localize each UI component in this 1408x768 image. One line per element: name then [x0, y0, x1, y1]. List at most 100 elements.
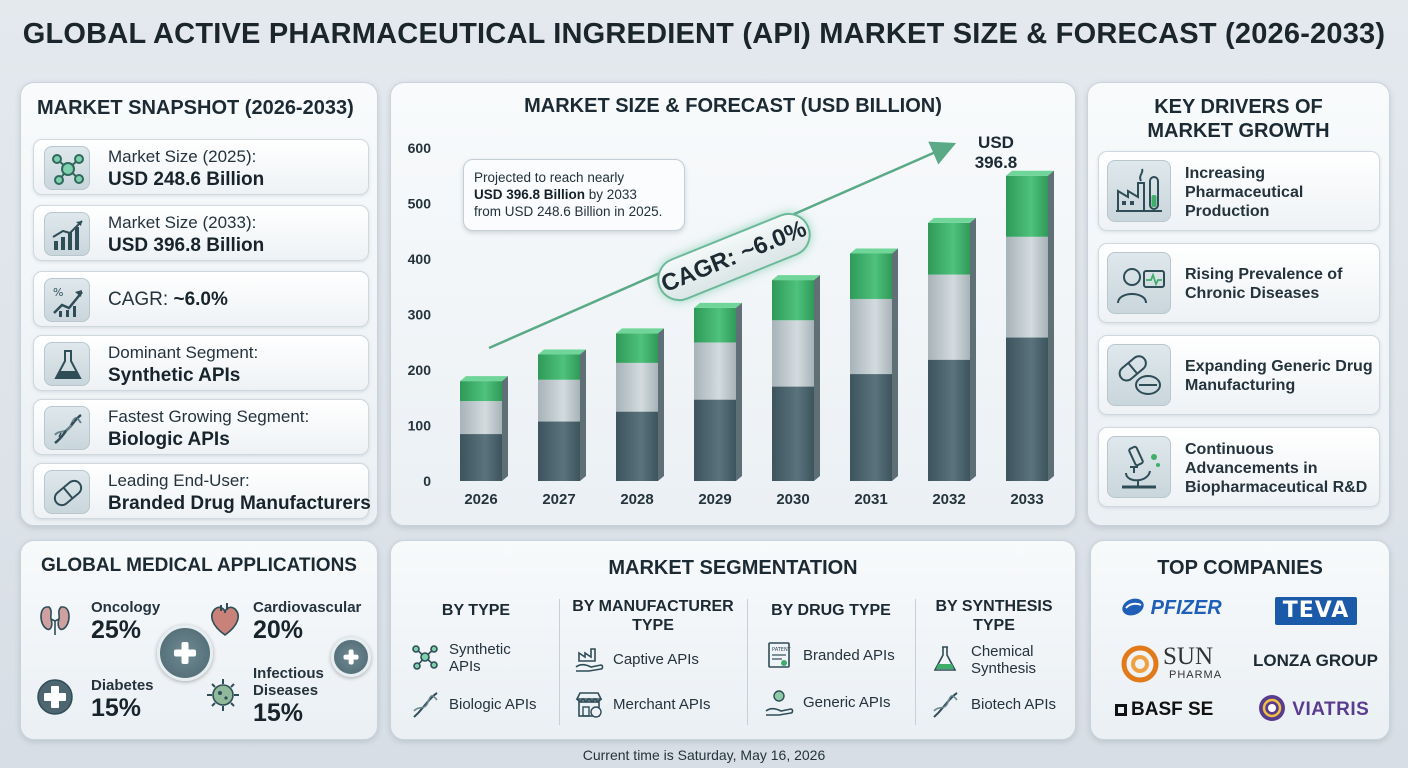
- bar-cap: [1006, 170, 1054, 176]
- driver-label: Increasing Pharmaceutical Production: [1185, 164, 1304, 220]
- teva-logo: TEVA: [1275, 597, 1357, 625]
- x-tick-label: 2028: [620, 491, 653, 508]
- percent-trend-icon: %: [44, 278, 90, 322]
- y-tick-label: 200: [408, 362, 432, 378]
- svg-text:PATENT: PATENT: [772, 647, 792, 653]
- callout-line-3: from USD 248.6 Billion in 2025.: [474, 204, 663, 219]
- y-tick-label: 300: [408, 307, 432, 323]
- bar-side: [814, 275, 820, 481]
- capsule-icon: [44, 470, 90, 514]
- bar-side: [658, 328, 664, 481]
- key-drivers-panel: KEY DRIVERS OF MARKET GROWTH Increasing …: [1087, 82, 1390, 526]
- bar-side: [892, 248, 898, 481]
- storefront-icon: [573, 689, 605, 721]
- bar-cap: [850, 248, 898, 254]
- segment-item: Captive APIs: [613, 651, 699, 668]
- x-tick-label: 2032: [932, 491, 965, 508]
- bar-segment-top: [928, 222, 970, 275]
- snapshot-value: USD 248.6 Billion: [108, 169, 265, 190]
- chart-title: MARKET SIZE & FORECAST (USD BILLION): [524, 95, 942, 117]
- lonza-logo: LONZA GROUP: [1253, 651, 1378, 670]
- flask-icon: [44, 342, 90, 386]
- snapshot-value: Branded Drug Manufacturers: [108, 493, 371, 514]
- snapshot-label: Dominant Segment:: [108, 343, 259, 362]
- bar-side: [970, 217, 976, 482]
- forecast-callout: Projected to reach nearly USD 396.8 Bill…: [463, 159, 685, 231]
- market-forecast-chart-panel: 0 100 200 300 400 500 600 2026 2027 2028 2029 2030 2…: [390, 82, 1076, 526]
- segment-column-type: BY TYPE Synthetic APIs Biologic APIs: [401, 597, 551, 727]
- snapshot-card-fastest-segment: Fastest Growing Segment: Biologic APIs: [33, 399, 369, 455]
- medical-applications-panel: GLOBAL MEDICAL APPLICATIONS Oncology 25%…: [20, 540, 378, 740]
- snapshot-label: Leading End-User:: [108, 471, 250, 490]
- companies-title: TOP COMPANIES: [1157, 557, 1323, 579]
- bar-cap: [694, 302, 742, 308]
- snapshot-value: Biologic APIs: [108, 429, 230, 450]
- bar-segment-bottom: [616, 411, 658, 481]
- segment-item: Chemical Synthesis: [971, 643, 1037, 677]
- snapshot-title: MARKET SNAPSHOT (2026-2033): [37, 97, 354, 119]
- segment-heading: BY TYPE: [441, 602, 511, 619]
- driver-label: Expanding Generic Drug Manufacturing: [1185, 358, 1373, 394]
- market-snapshot-panel: MARKET SNAPSHOT (2026-2033) Market Size …: [20, 82, 378, 526]
- snapshot-card-cagr: % CAGR: ~6.0%: [33, 271, 369, 327]
- driver-card: Increasing Pharmaceutical Production: [1098, 151, 1380, 231]
- application-infectious-diseases: Infectious Diseases 15%: [253, 665, 324, 727]
- bar-segment-middle: [694, 342, 736, 400]
- bar-segment-top: [538, 354, 580, 380]
- plus-icon: [157, 625, 213, 681]
- flask-icon: [929, 643, 961, 675]
- segment-heading: BY DRUG TYPE: [771, 602, 891, 619]
- bar-segment-bottom: [460, 434, 502, 481]
- bar-segment-middle: [772, 320, 814, 387]
- callout-line-2: USD 396.8 Billion by 2033: [474, 187, 637, 202]
- segment-column-drug-type: BY DRUG TYPE PATENT Branded APIs Generic…: [751, 597, 911, 727]
- page-title: GLOBAL ACTIVE PHARMACEUTICAL INGREDIENT …: [22, 18, 1386, 50]
- basf-mark-icon: [1115, 704, 1127, 716]
- y-tick-label: 100: [408, 418, 432, 434]
- snapshot-card-market-size-2033: Market Size (2033): USD 396.8 Billion: [33, 205, 369, 261]
- svg-text:%: %: [53, 286, 63, 299]
- application-oncology: Oncology 25%: [91, 599, 161, 644]
- application-diabetes: Diabetes 15%: [91, 677, 154, 722]
- bar-segment-top: [460, 381, 502, 402]
- bar-segment-top: [1006, 175, 1048, 237]
- microscope-icon: [1107, 436, 1171, 498]
- snapshot-label: Market Size (2033):: [108, 213, 257, 232]
- top-companies-panel: TOP COMPANIES PFIZER TEVA SUN PHARMA LON…: [1090, 540, 1390, 740]
- viatris-mark-icon: [1259, 695, 1285, 721]
- growth-chart-icon: [44, 212, 90, 256]
- patent-document-icon: PATENT: [763, 639, 795, 671]
- pills-icon: [1107, 344, 1171, 406]
- driver-card: Rising Prevalence of Chronic Diseases: [1098, 243, 1380, 323]
- viatris-logo: VIATRIS: [1257, 693, 1369, 723]
- snapshot-value: USD 396.8 Billion: [108, 235, 265, 256]
- factory-hand-icon: [573, 643, 605, 675]
- kidney-icon: [35, 599, 75, 639]
- molecule-icon: [409, 641, 441, 673]
- segment-column-manufacturer: BY MANUFACTURER TYPE Captive APIs Merchan…: [563, 597, 743, 727]
- bar-side: [580, 349, 586, 481]
- x-tick-label: 2029: [698, 491, 731, 508]
- pfizer-mark-icon: [1122, 598, 1144, 616]
- segment-item: Generic APIs: [803, 694, 891, 711]
- bar-segment-bottom: [538, 421, 580, 481]
- bar-segment-bottom: [928, 359, 970, 481]
- snapshot-label: Fastest Growing Segment:: [108, 407, 310, 426]
- bar-segment-middle: [1006, 236, 1048, 338]
- bar-cap: [928, 217, 976, 223]
- callout-line-1: Projected to reach nearly: [474, 170, 625, 185]
- bar-side: [1048, 170, 1054, 481]
- market-segmentation-panel: MARKET SEGMENTATION BY TYPE Synthetic API…: [390, 540, 1076, 740]
- driver-card: Expanding Generic Drug Manufacturing: [1098, 335, 1380, 415]
- x-tick-label: 2026: [464, 491, 497, 508]
- sun-mark-icon: [1121, 645, 1159, 683]
- end-value-label: USD 396.8: [974, 133, 1018, 172]
- segment-item: Branded APIs: [803, 647, 895, 664]
- drivers-title: KEY DRIVERS OF MARKET GROWTH: [1147, 96, 1330, 142]
- y-tick-label: 500: [408, 196, 432, 212]
- bar-cap: [538, 349, 586, 355]
- basf-logo: BASF SE: [1115, 699, 1213, 721]
- patient-monitor-icon: [1107, 252, 1171, 314]
- dna-icon: [929, 689, 961, 721]
- bar-segment-top: [694, 307, 736, 343]
